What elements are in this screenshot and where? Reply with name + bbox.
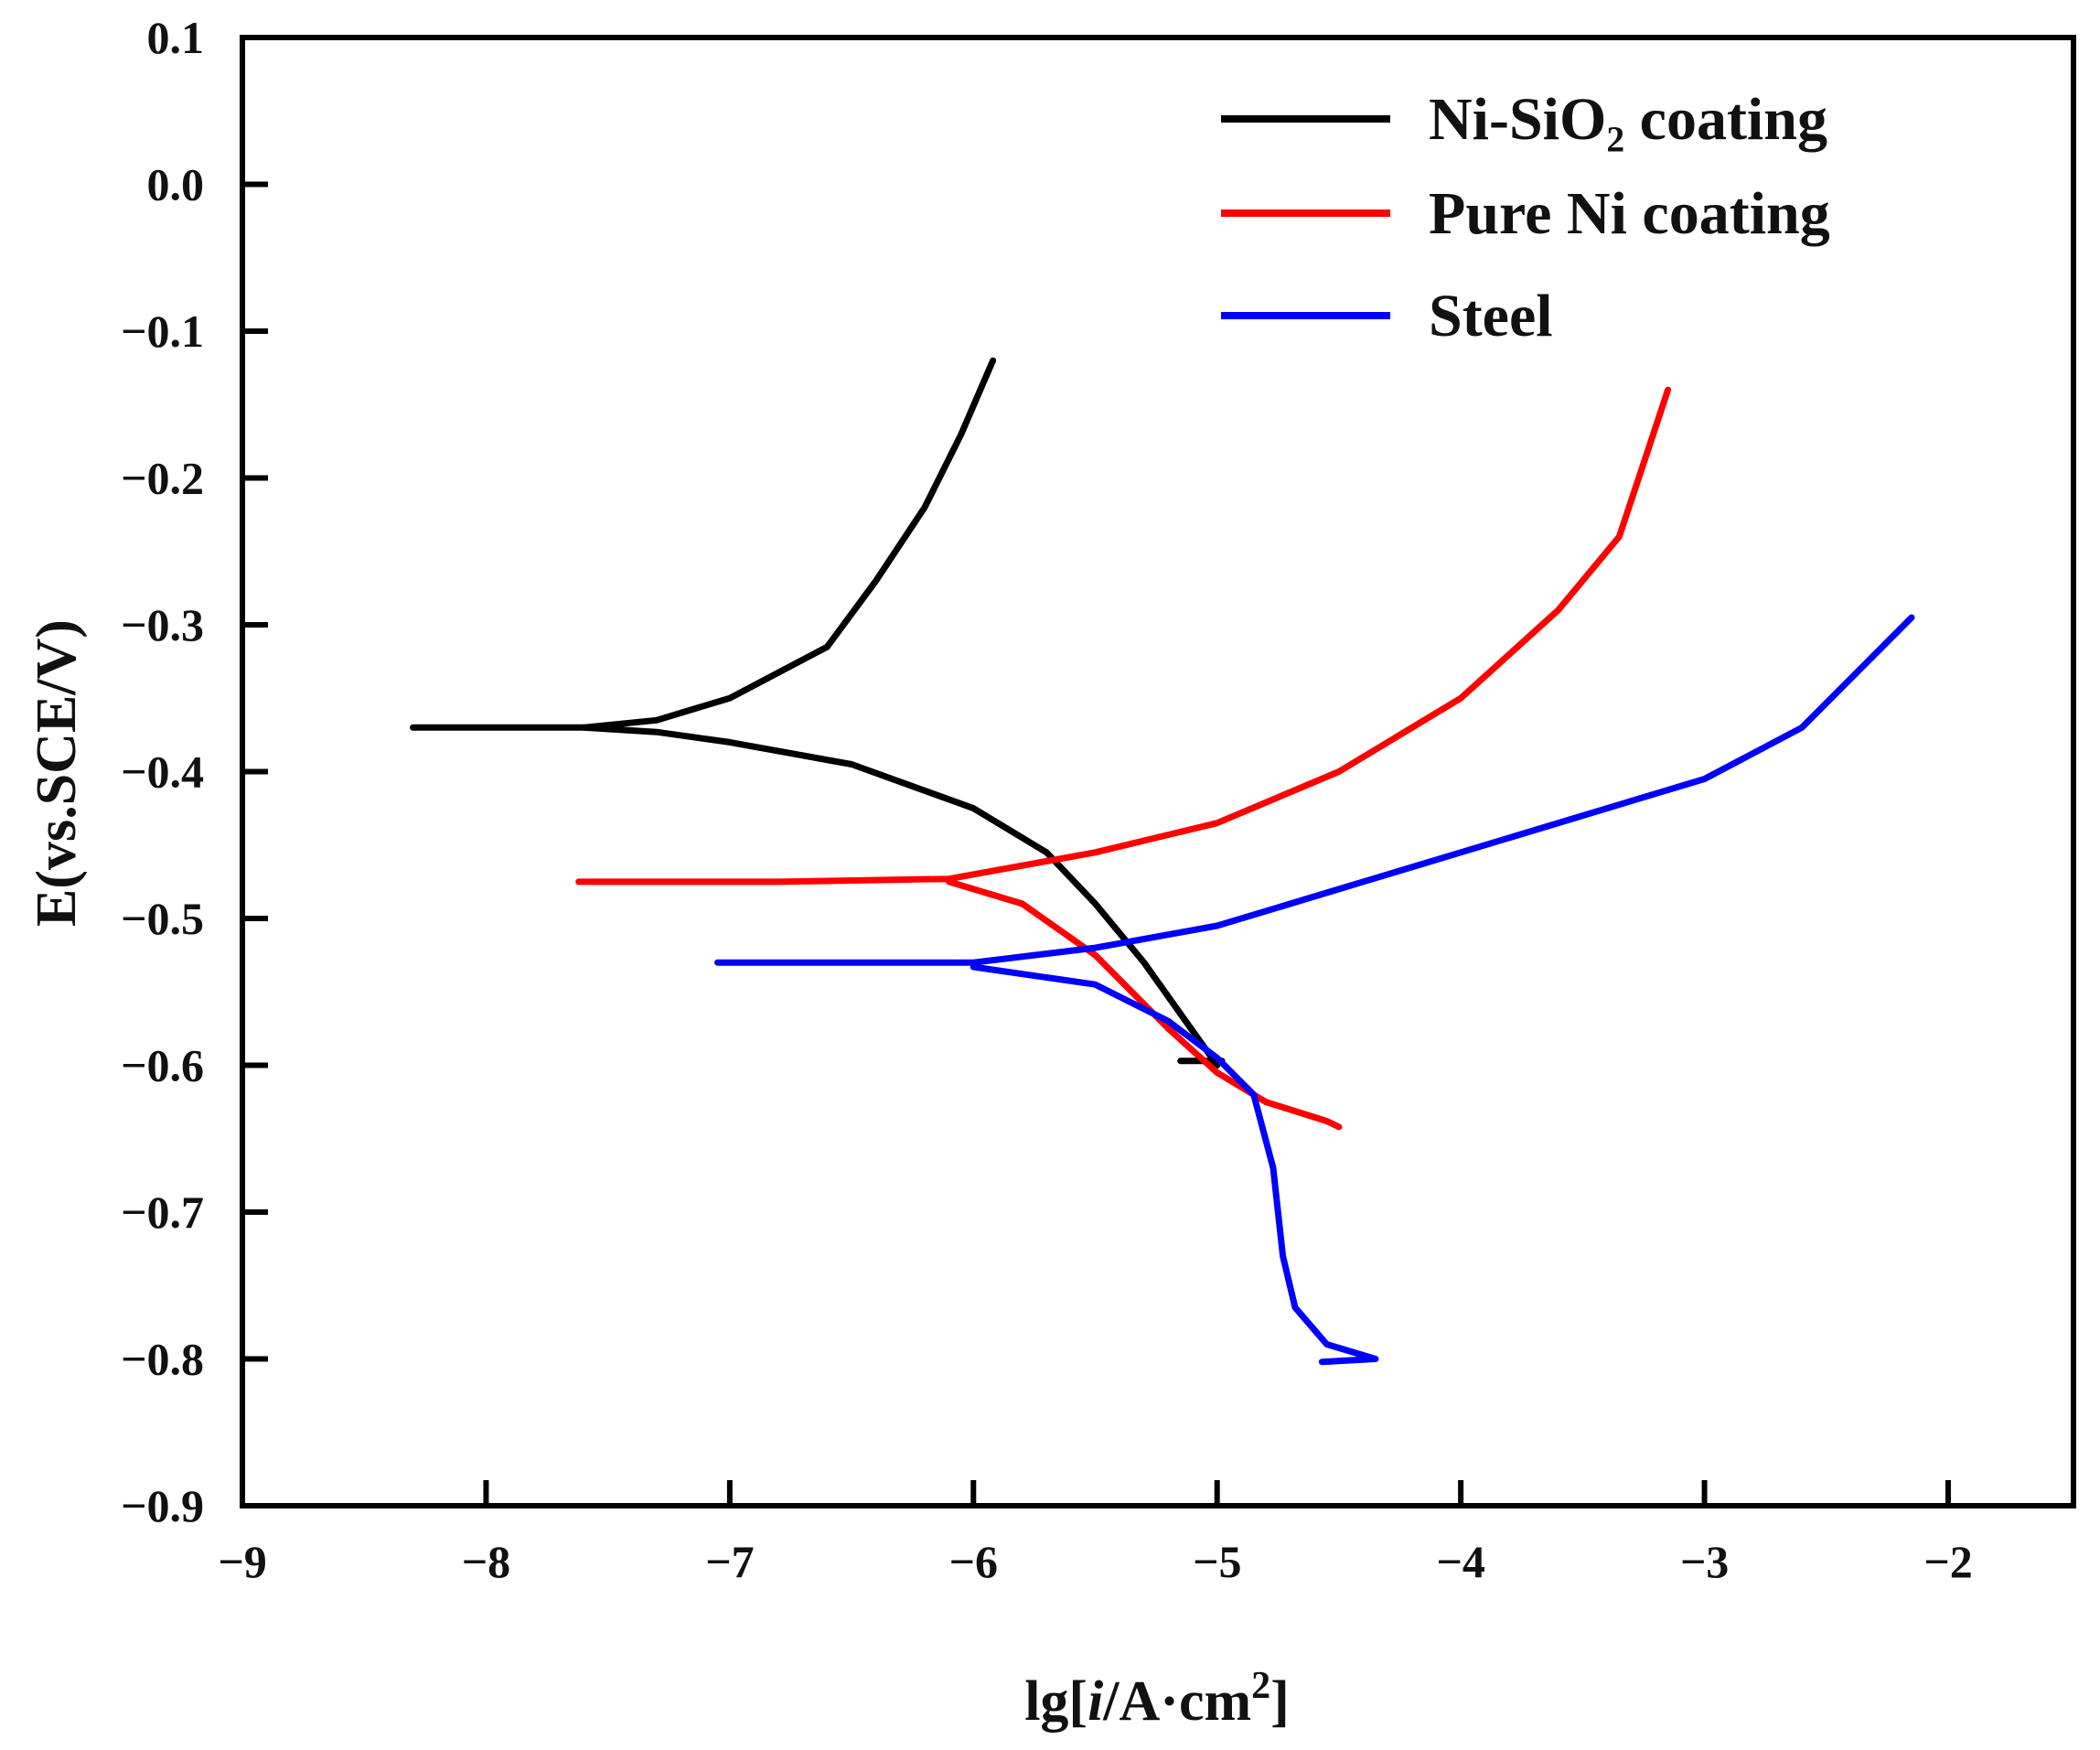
curve-branch <box>575 386 1672 886</box>
legend-item: Steel <box>1221 283 1553 349</box>
x-tick-label: −9 <box>218 1536 267 1587</box>
series-pure-ni-coating <box>575 386 1672 1131</box>
legend-label: Ni-SiO₂ coating <box>1429 86 1827 153</box>
curve-branch <box>946 878 1343 1131</box>
y-tick-label: −0.3 <box>121 599 204 650</box>
curve-branch <box>714 614 1915 966</box>
legend-label: Steel <box>1429 283 1553 349</box>
x-tick-label: −6 <box>949 1536 999 1587</box>
y-axis-label: E(vs.SCE/V) <box>26 619 88 927</box>
x-tick-label: −7 <box>705 1536 755 1587</box>
legend-item: Ni-SiO₂ coating <box>1221 86 1827 153</box>
y-tick-label: −0.7 <box>121 1186 204 1238</box>
curve-branch <box>580 724 1221 1068</box>
y-tick-label: 0.0 <box>147 159 205 210</box>
curve-branch <box>410 357 997 731</box>
legend-item: Pure Ni coating <box>1221 180 1830 247</box>
plot-frame <box>240 35 2076 1508</box>
x-tick-label: −8 <box>462 1536 511 1587</box>
y-tick-label: −0.6 <box>121 1040 204 1091</box>
x-tick-label: −2 <box>1923 1536 1973 1587</box>
series-steel <box>714 614 1915 1366</box>
y-tick-label: −0.4 <box>121 746 204 798</box>
y-tick-label: −0.8 <box>121 1334 204 1385</box>
y-tick-label: −0.1 <box>121 306 204 357</box>
y-tick-label: −0.9 <box>121 1480 204 1531</box>
y-tick-label: −0.2 <box>121 453 204 504</box>
legend-label: Pure Ni coating <box>1429 180 1830 247</box>
y-tick-label: −0.5 <box>121 893 204 944</box>
x-tick-label: −3 <box>1680 1536 1730 1587</box>
x-axis-label: lg[i/A·cm2] <box>1024 1665 1290 1733</box>
y-tick-label: 0.1 <box>147 12 205 63</box>
curve-branch <box>970 963 1379 1366</box>
x-tick-label: −5 <box>1193 1536 1242 1587</box>
x-tick-label: −4 <box>1436 1536 1485 1587</box>
